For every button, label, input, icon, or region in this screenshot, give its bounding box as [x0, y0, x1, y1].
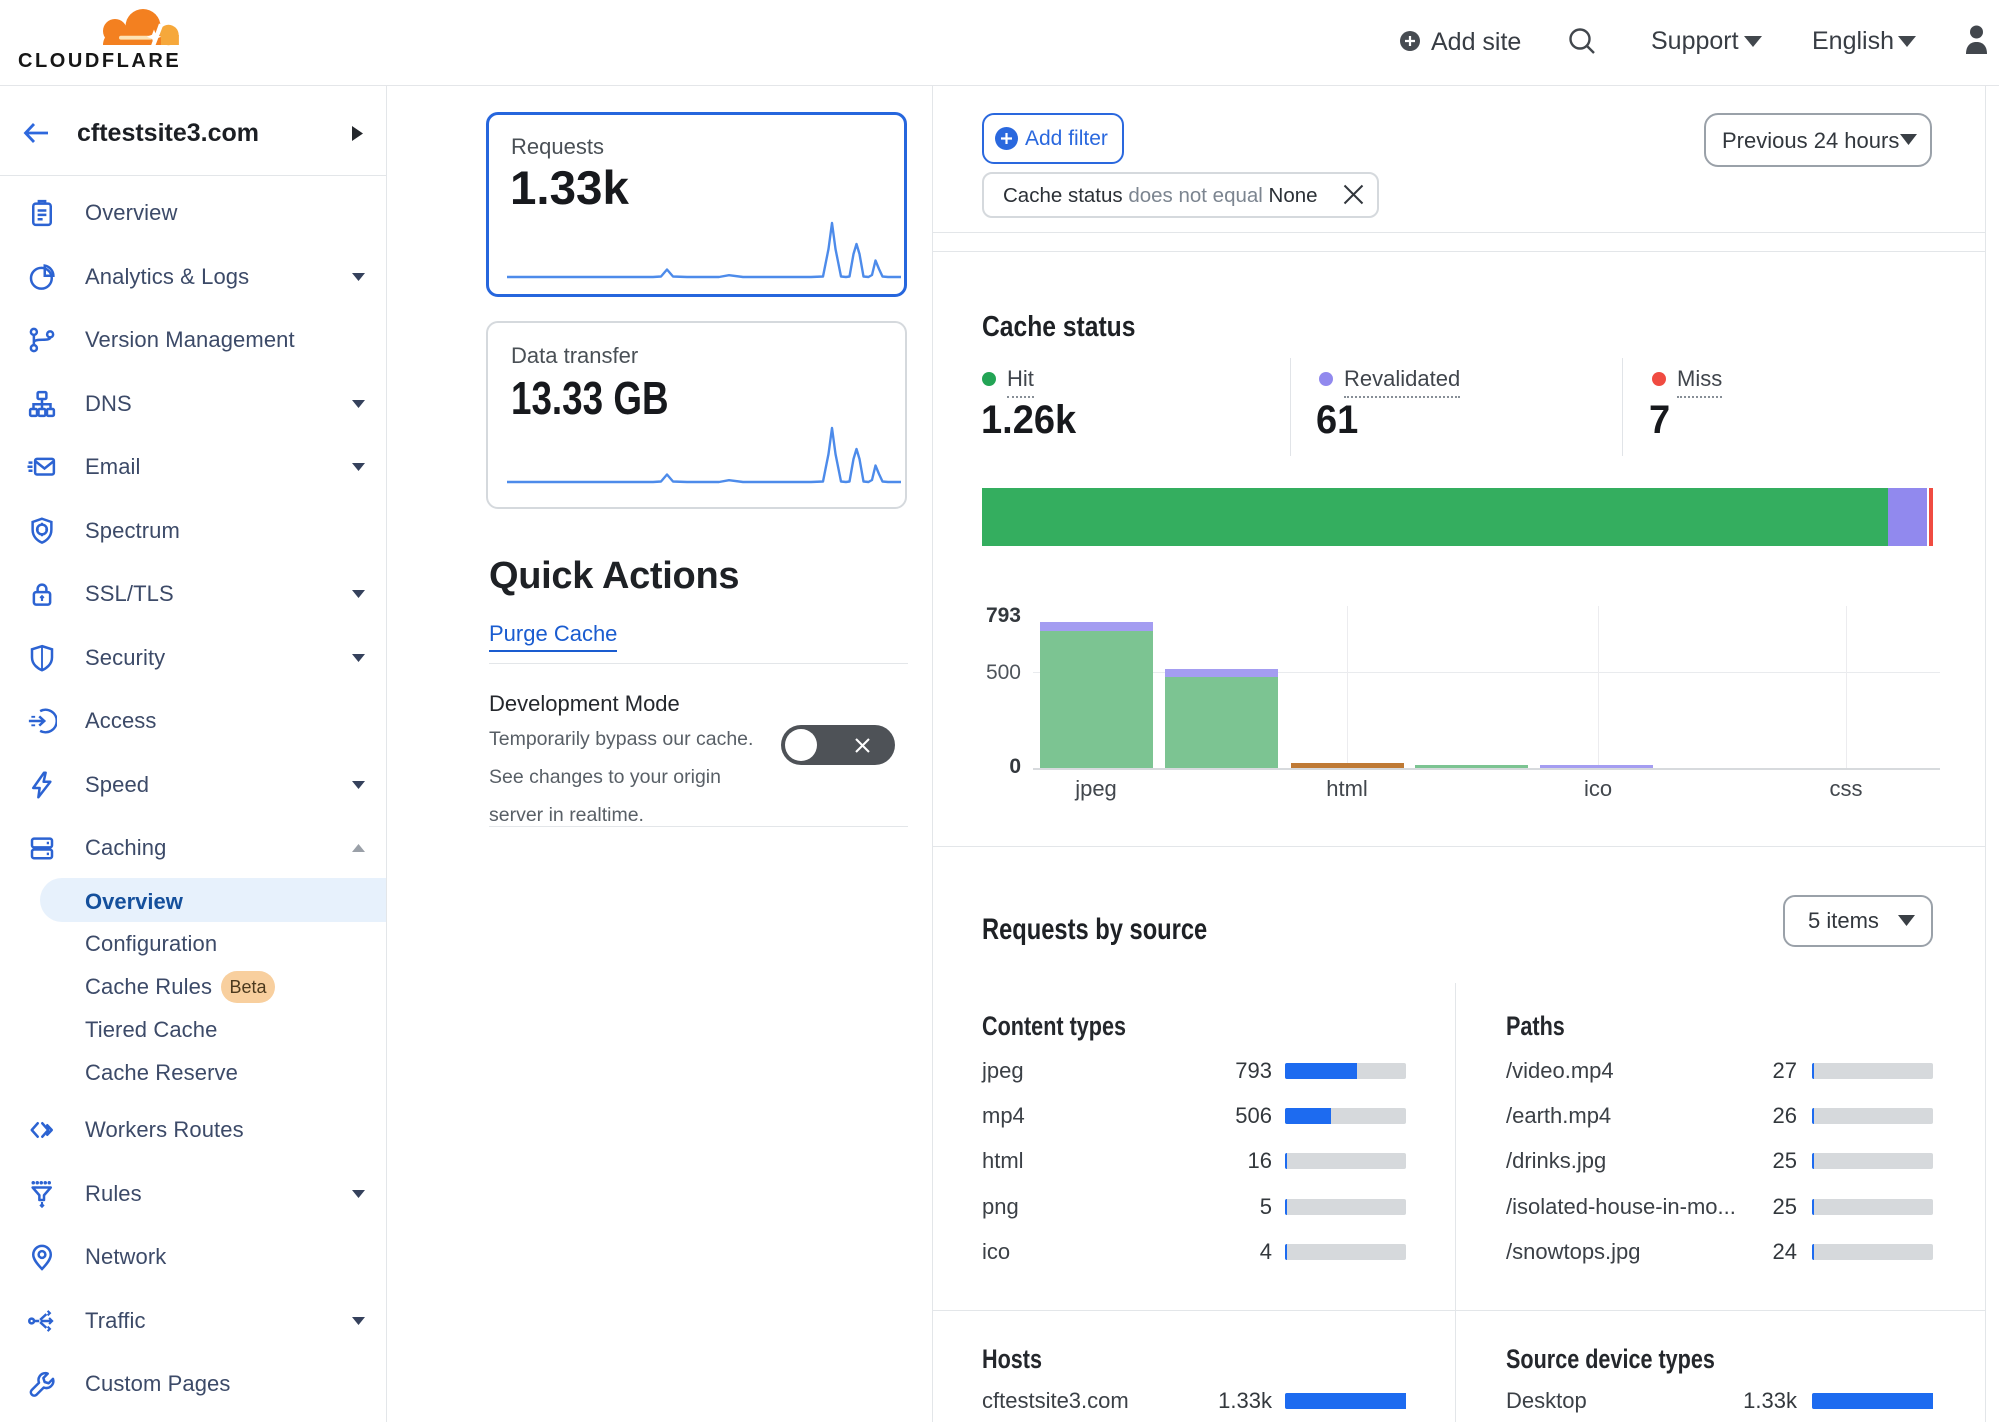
svg-text:CLOUDFLARE: CLOUDFLARE	[18, 50, 181, 72]
